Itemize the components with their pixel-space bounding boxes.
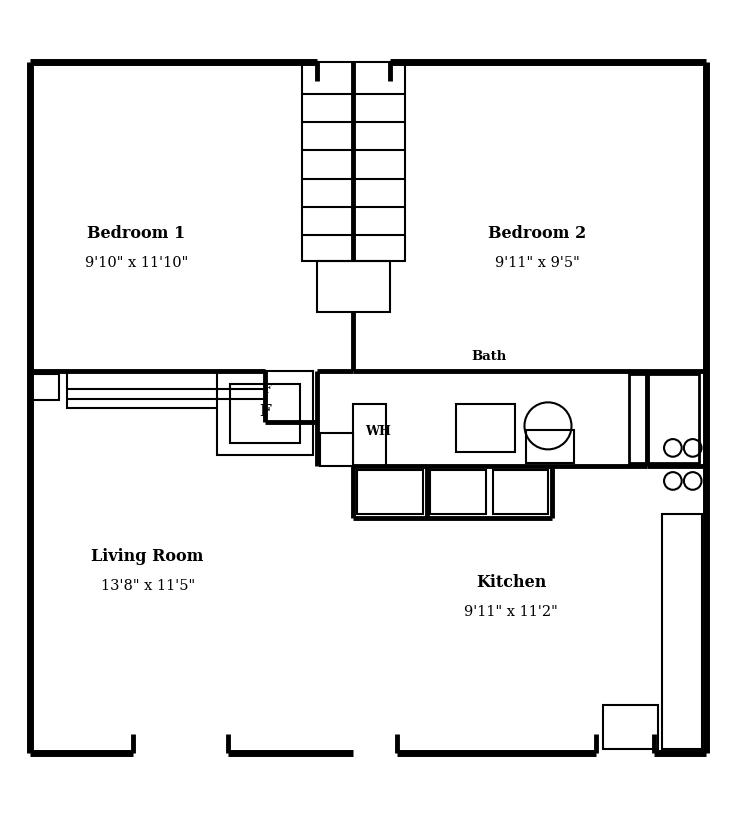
Bar <box>493 470 548 514</box>
Bar <box>316 261 390 312</box>
Bar <box>302 62 405 261</box>
Text: Bedroom 1: Bedroom 1 <box>88 225 185 242</box>
Bar <box>357 470 423 514</box>
Text: Living Room: Living Room <box>91 548 204 565</box>
Bar <box>230 384 300 443</box>
Bar <box>67 371 265 408</box>
Bar <box>456 403 515 452</box>
Bar <box>603 705 658 749</box>
Text: F: F <box>262 382 271 395</box>
Bar <box>30 374 60 400</box>
Text: 9'10" x 11'10": 9'10" x 11'10" <box>85 256 188 270</box>
Text: Kitchen: Kitchen <box>476 574 546 591</box>
Text: 13'8" x 11'5": 13'8" x 11'5" <box>101 579 195 593</box>
Text: 9'11" x 11'2": 9'11" x 11'2" <box>464 605 558 619</box>
Text: WH: WH <box>364 425 391 438</box>
Text: Bath: Bath <box>472 350 507 363</box>
Bar <box>320 434 353 466</box>
Bar <box>526 430 573 463</box>
Text: F: F <box>259 403 271 420</box>
Bar <box>431 470 486 514</box>
Bar <box>217 371 313 456</box>
Bar <box>662 514 702 749</box>
Text: Bedroom 2: Bedroom 2 <box>488 225 586 242</box>
Bar <box>629 374 698 463</box>
Bar <box>353 403 386 466</box>
Text: 9'11" x 9'5": 9'11" x 9'5" <box>495 256 579 270</box>
